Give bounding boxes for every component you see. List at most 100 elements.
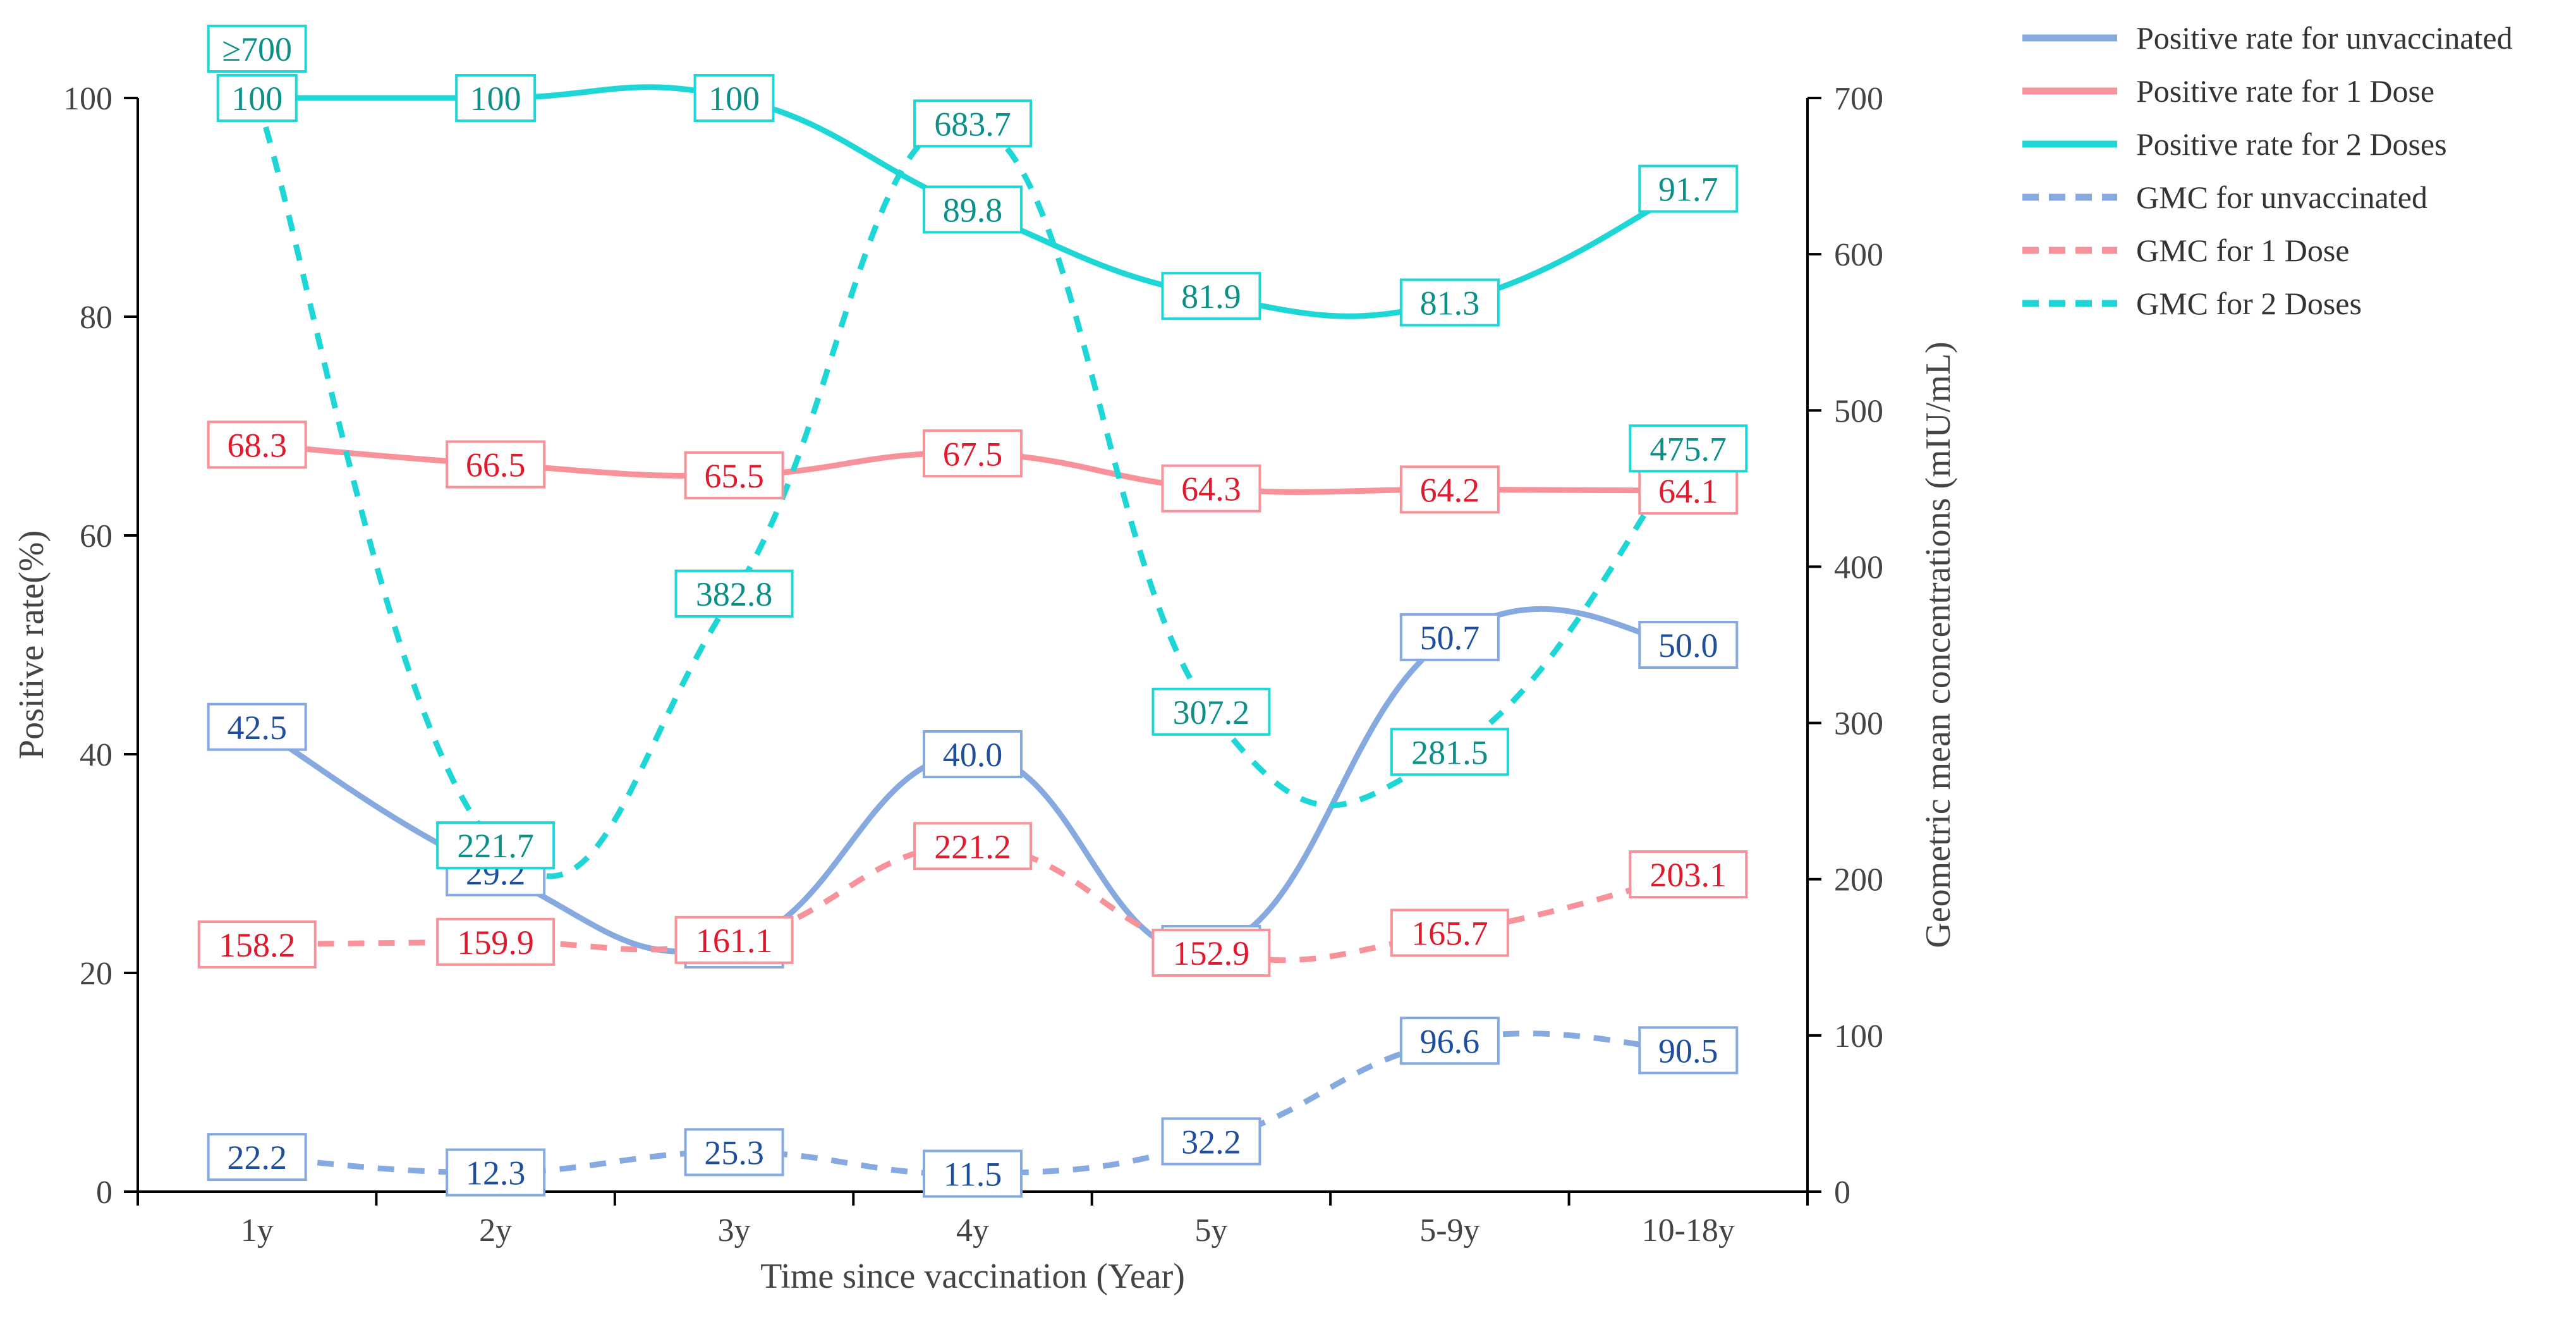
data-label-text: 96.6 (1420, 1022, 1480, 1060)
left-tick-label: 100 (63, 81, 112, 117)
data-label-text: 159.9 (457, 924, 534, 962)
data-label-text: 100 (231, 80, 283, 118)
data-label: 65.5 (684, 451, 784, 499)
right-tick-label: 600 (1834, 237, 1883, 273)
data-label-box (1390, 908, 1509, 957)
legend-label: Positive rate for 1 Dose (2136, 73, 2434, 109)
right-tick-label: 300 (1834, 706, 1883, 742)
data-label-text: 64.3 (1181, 470, 1241, 508)
data-label: 221.2 (913, 822, 1032, 871)
data-label-text: 382.8 (696, 575, 773, 613)
data-label-text: 152.9 (1173, 934, 1250, 972)
data-label-box (923, 429, 1023, 478)
data-label: 475.7 (1629, 424, 1748, 473)
data-label: 64.2 (1399, 465, 1500, 514)
x-tick-label: 2y (479, 1213, 512, 1249)
data-label-text: 161.1 (696, 922, 773, 960)
left-tick-label: 20 (80, 956, 112, 992)
left-tick-label: 60 (80, 518, 112, 554)
data-label: 50.7 (1399, 613, 1500, 661)
data-label-box (1638, 1026, 1739, 1075)
data-label-box (923, 730, 1023, 778)
data-label: 91.7 (1638, 164, 1739, 213)
data-label-text: 281.5 (1411, 733, 1488, 771)
data-label: 11.5 (923, 1149, 1023, 1198)
legend-label: GMC for 1 Dose (2136, 233, 2349, 268)
data-label-box (446, 440, 546, 489)
data-label: 67.5 (923, 429, 1023, 478)
data-label-box (923, 1149, 1023, 1198)
data-label-box (1399, 278, 1500, 327)
data-label-box (1629, 424, 1748, 473)
data-label-text: 42.5 (227, 709, 287, 747)
data-label-text: 50.0 (1658, 626, 1718, 664)
data-label: 100 (455, 74, 537, 122)
data-label-text: 66.5 (466, 446, 526, 484)
data-label-box (684, 451, 784, 499)
data-label-box (1629, 850, 1748, 899)
data-label: 100 (216, 74, 298, 122)
data-label-text: 203.1 (1650, 856, 1727, 894)
data-label-box (436, 917, 556, 966)
data-label-box (455, 74, 537, 122)
data-label-box (1638, 467, 1739, 515)
data-label-box (207, 25, 307, 73)
right-tick-label: 400 (1834, 549, 1883, 585)
data-label-box (684, 1128, 784, 1176)
data-label-text: 67.5 (943, 435, 1003, 473)
data-label-box (1638, 621, 1739, 669)
right-tick-label: 100 (1834, 1018, 1883, 1054)
data-label-box (1399, 613, 1500, 661)
data-label-text: 100 (708, 80, 760, 118)
left-tick-label: 80 (80, 300, 112, 336)
data-label-box (207, 420, 307, 469)
data-label-text: 25.3 (704, 1134, 764, 1171)
data-label: 96.6 (1399, 1017, 1500, 1065)
data-label: 50.0 (1638, 621, 1739, 669)
legend: Positive rate for unvaccinated Positive r… (2022, 20, 2513, 321)
y-axis-title: Positive rate(%) (12, 530, 51, 759)
data-label: 66.5 (446, 440, 546, 489)
data-label-text: 307.2 (1173, 694, 1250, 731)
data-label: ≥700 (207, 25, 307, 73)
data-label-text: 81.9 (1181, 278, 1241, 315)
data-label-box (446, 1148, 546, 1197)
data-label-text: 100 (470, 80, 521, 118)
data-label-box (197, 920, 317, 969)
data-label: 89.8 (923, 185, 1023, 234)
data-label-text: 22.2 (227, 1139, 287, 1176)
data-labels: 42.529.222.640.022.250.750.068.366.565.5… (197, 25, 1748, 1198)
data-label-text: 158.2 (219, 926, 296, 964)
data-label-box (1161, 272, 1261, 321)
data-label-box (1390, 728, 1509, 776)
data-label-box (1399, 465, 1500, 514)
data-label-box (1151, 929, 1271, 977)
data-label-box (1161, 1117, 1261, 1166)
data-label-box (913, 822, 1032, 871)
data-label-box (436, 821, 556, 870)
data-label-text: 32.2 (1181, 1123, 1241, 1161)
data-label: 32.2 (1161, 1117, 1261, 1166)
data-label-box (1151, 687, 1271, 736)
x-tick-label: 4y (956, 1213, 989, 1249)
data-label-text: ≥700 (222, 30, 292, 68)
right-tick-label: 700 (1834, 81, 1883, 117)
data-label: 64.1 (1638, 467, 1739, 515)
data-label: 22.2 (207, 1133, 307, 1182)
data-label-text: 12.3 (466, 1154, 526, 1192)
data-label-box (207, 702, 307, 751)
data-label: 152.9 (1151, 929, 1271, 977)
legend-label: Positive rate for unvaccinated (2136, 20, 2513, 56)
data-label: 307.2 (1151, 687, 1271, 736)
data-label: 382.8 (674, 569, 794, 618)
data-label: 158.2 (197, 920, 317, 969)
data-label: 90.5 (1638, 1026, 1739, 1075)
data-label: 683.7 (913, 99, 1032, 148)
data-label: 81.3 (1399, 278, 1500, 327)
data-label: 159.9 (436, 917, 556, 966)
x-tick-label: 5-9y (1419, 1213, 1479, 1249)
legend-label: GMC for 2 Doses (2136, 286, 2362, 321)
data-label: 281.5 (1390, 728, 1509, 776)
data-label-text: 221.2 (934, 828, 1011, 865)
